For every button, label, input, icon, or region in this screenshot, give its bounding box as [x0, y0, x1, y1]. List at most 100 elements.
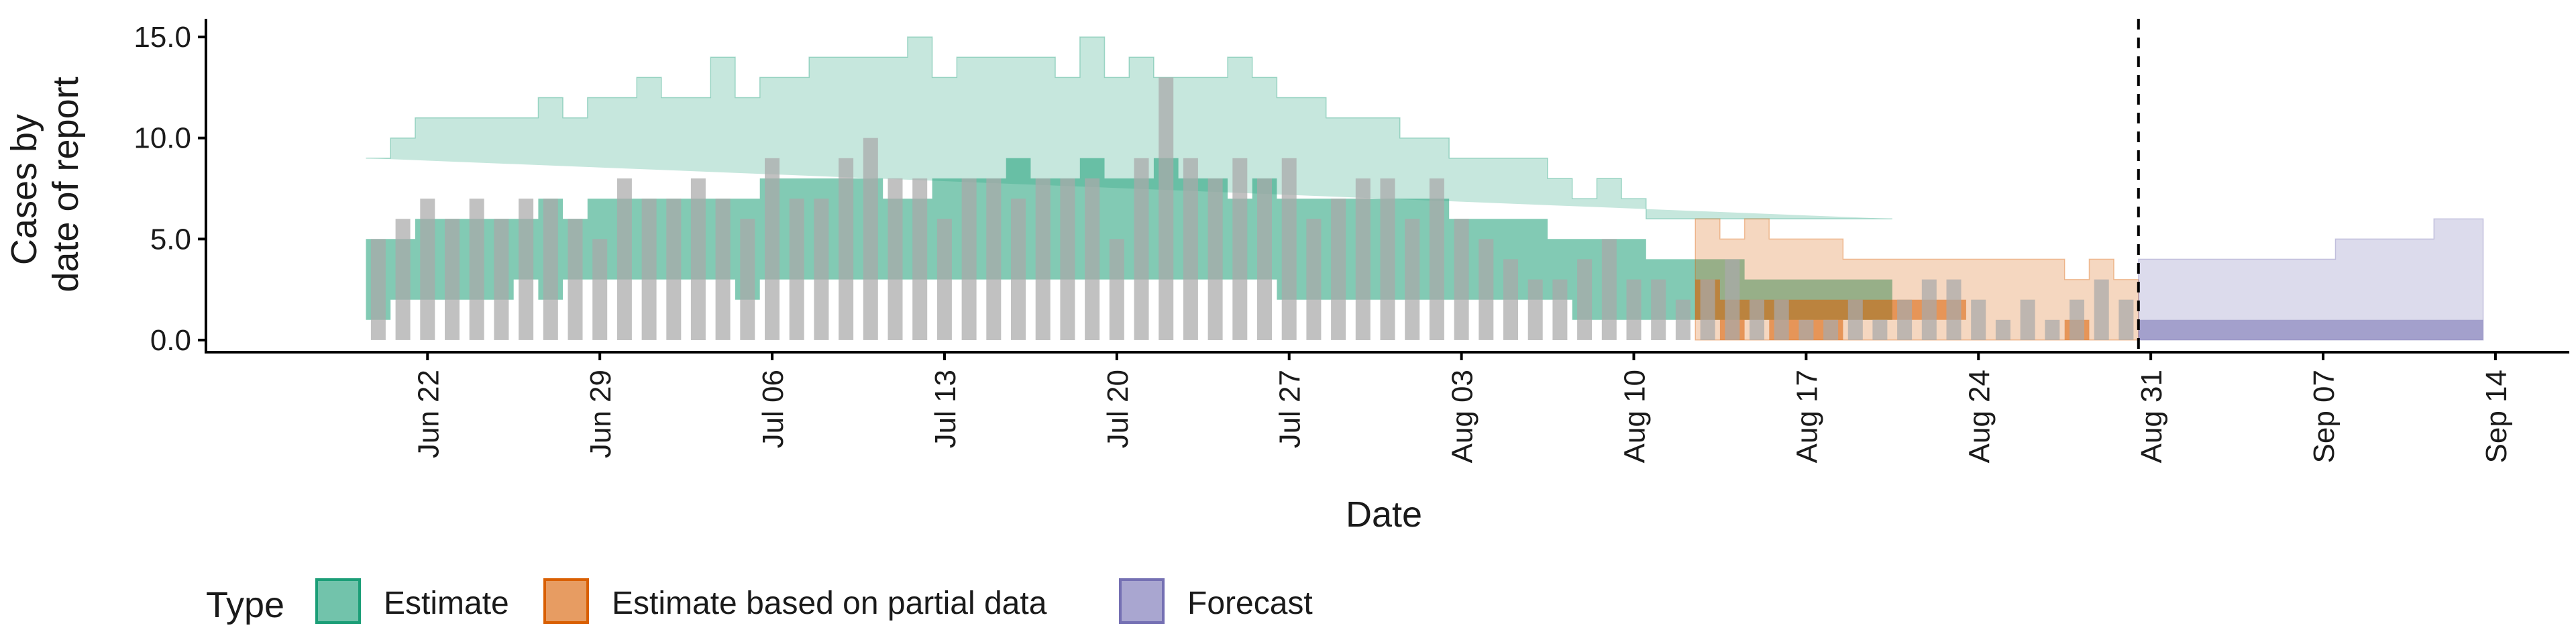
reported-case-bar: [814, 199, 829, 340]
reported-case-bar: [1675, 299, 1690, 340]
x-tick-label: Aug 03: [1446, 370, 1479, 463]
reported-case-bar: [1011, 199, 1026, 340]
x-tick-label: Jul 06: [757, 370, 790, 448]
reported-case-bar: [1750, 299, 1764, 340]
x-tick-label: Jun 29: [584, 370, 617, 458]
legend-swatch-partial: [543, 578, 589, 624]
reported-case-bar: [1060, 178, 1075, 340]
reported-case-bar: [740, 219, 755, 340]
reported-case-bar: [912, 178, 928, 340]
x-tick-label: Jul 20: [1102, 370, 1134, 448]
reported-case-bar: [519, 199, 534, 340]
reported-case-bar: [1774, 299, 1789, 340]
reported-case-bar: [1479, 239, 1494, 340]
legend-entry-partial: Estimate based on partial data: [543, 578, 1047, 624]
reported-case-bar: [1872, 319, 1888, 340]
reported-case-bar: [863, 138, 878, 340]
legend-entry-forecast: Forecast: [1119, 578, 1313, 624]
reported-case-bar: [1306, 219, 1322, 340]
x-tick-label: Aug 31: [2135, 370, 2168, 463]
reported-case-bar: [1429, 178, 1444, 340]
reported-case-bars: [370, 77, 2134, 341]
reported-case-bar: [690, 178, 706, 340]
forecast-band-50: [2138, 319, 2483, 340]
reported-case-bar: [420, 199, 435, 340]
reported-case-bar: [469, 199, 484, 340]
legend-entry-estimate: Estimate: [315, 578, 509, 624]
x-axis: Jun 22 Jun 29 Jul 06 Jul 13 Jul 20 Jul 27 Aug …: [412, 352, 2513, 463]
reported-case-bar: [543, 199, 558, 340]
legend-label-partial: Estimate based on partial data: [612, 586, 1047, 621]
reported-case-bar: [1503, 259, 1518, 340]
legend-title: Type: [206, 585, 284, 625]
y-axis-title: Cases by date of report: [4, 76, 86, 292]
reported-case-bar: [888, 178, 903, 340]
reported-case-bar: [789, 199, 804, 340]
reported-case-bar: [1208, 178, 1223, 340]
reported-case-bar: [1380, 178, 1395, 340]
reported-case-bar: [1257, 178, 1272, 340]
reported-case-bar: [1626, 279, 1642, 340]
reported-case-bar: [1331, 199, 1346, 340]
reported-case-bar: [1405, 219, 1420, 340]
x-axis-title: Date: [1346, 494, 1422, 535]
y-axis-title-line-2: date of report: [46, 76, 86, 292]
legend: Type Estimate Estimate based on partial …: [206, 578, 1313, 625]
reported-case-bar: [1725, 259, 1740, 340]
reported-case-bar: [1577, 259, 1593, 340]
reported-case-bar: [961, 178, 977, 340]
y-tick-label: 0.0: [150, 324, 191, 357]
reported-case-bar: [1085, 178, 1100, 340]
reported-case-bar: [936, 219, 952, 340]
x-tick-label: Jul 13: [929, 370, 962, 448]
reported-case-bar: [1035, 178, 1051, 340]
reported-case-bar: [1552, 279, 1568, 340]
reported-case-bar: [494, 219, 509, 340]
reported-case-bar: [1183, 158, 1198, 340]
legend-swatch-estimate: [315, 578, 361, 624]
reported-case-bar: [1897, 299, 1913, 340]
reported-case-bar: [395, 219, 411, 340]
y-axis: 0.0 5.0 10.0 15.0: [133, 21, 206, 357]
reported-case-bar: [592, 239, 608, 340]
reported-case-bar: [839, 158, 854, 340]
estimate-band-90: [366, 36, 1892, 219]
reported-case-bar: [1134, 158, 1149, 340]
reported-case-bar: [1454, 219, 1469, 340]
reported-case-bar: [1700, 279, 1715, 340]
reported-case-bar: [1995, 319, 2010, 340]
reported-case-bar: [1921, 279, 1937, 340]
y-tick-label: 5.0: [150, 223, 191, 256]
reported-case-bar: [641, 199, 657, 340]
reported-case-bar: [1847, 299, 1863, 340]
x-tick-label: Aug 17: [1790, 370, 1823, 463]
y-tick-label: 15.0: [133, 21, 191, 54]
reported-case-bar: [1971, 299, 1986, 340]
reported-case-bar: [765, 158, 780, 340]
credible-interval-bands: [366, 36, 2484, 341]
reported-case-bar: [2094, 279, 2109, 340]
x-tick-label: Sep 14: [2480, 370, 2513, 463]
reported-case-bar: [986, 178, 1002, 340]
reported-case-bar: [370, 239, 386, 340]
reported-case-bar: [445, 219, 460, 340]
reported-case-bar: [715, 199, 731, 340]
legend-swatch-forecast: [1119, 578, 1165, 624]
reported-case-bar: [1601, 239, 1617, 340]
reported-case-bar: [2118, 299, 2134, 340]
x-tick-label: Jul 27: [1274, 370, 1307, 448]
y-axis-title-line-1: Cases by: [4, 114, 44, 265]
x-tick-label: Aug 24: [1963, 370, 1996, 463]
y-tick-label: 10.0: [133, 122, 191, 155]
reported-case-bar: [568, 219, 583, 340]
x-tick-label: Aug 10: [1619, 370, 1652, 463]
x-tick-label: Jun 22: [412, 370, 445, 458]
reported-case-bar: [1799, 319, 1814, 340]
reported-case-bar: [1527, 279, 1543, 340]
legend-label-estimate: Estimate: [384, 586, 509, 621]
reported-case-bar: [1281, 158, 1297, 340]
reported-case-bar: [1159, 77, 1174, 341]
reported-case-bar: [616, 178, 632, 340]
reported-case-bar: [1109, 239, 1124, 340]
